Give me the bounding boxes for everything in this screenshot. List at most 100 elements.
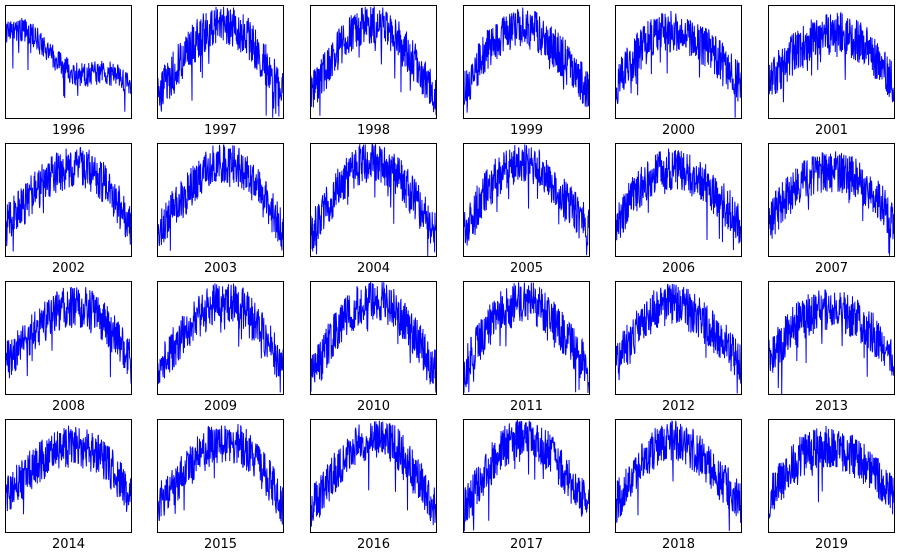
axes-frame [157, 419, 284, 533]
axes-frame [768, 143, 895, 257]
panel-2001: 2001 [768, 5, 895, 142]
series-line-2003 [157, 144, 284, 251]
axes-frame [310, 419, 437, 533]
year-label: 2015 [203, 537, 238, 552]
plot-area-1997 [157, 5, 284, 119]
axes-frame [615, 281, 742, 395]
plot-area-2008 [5, 281, 132, 395]
axes-frame [463, 5, 590, 119]
panel-2002: 2002 [5, 143, 132, 280]
plot-area-2015 [157, 419, 284, 533]
axes-frame [5, 281, 132, 395]
plot-area-2010 [310, 281, 437, 395]
axes-frame [310, 143, 437, 257]
series-line-2012 [615, 283, 742, 394]
year-label: 2016 [356, 537, 391, 552]
axes-frame [157, 5, 284, 119]
axes-frame [768, 419, 895, 533]
plot-area-2009 [157, 281, 284, 395]
panel-2018: 2018 [615, 419, 742, 556]
series-line-2006 [615, 148, 742, 251]
year-label: 1997 [203, 123, 238, 138]
plot-area-2004 [310, 143, 437, 257]
series-line-2018 [615, 420, 742, 531]
year-label: 2001 [814, 123, 849, 138]
panel-2011: 2011 [463, 281, 590, 418]
axes-frame [615, 5, 742, 119]
panel-2014: 2014 [5, 419, 132, 556]
year-label: 1996 [51, 123, 86, 138]
year-label: 2004 [356, 261, 391, 276]
plot-area-1996 [5, 5, 132, 119]
plot-area-2019 [768, 419, 895, 533]
year-label: 1999 [509, 123, 544, 138]
axes-frame [157, 143, 284, 257]
series-line-2008 [5, 286, 132, 384]
plot-area-2000 [615, 5, 742, 119]
axes-frame [768, 281, 895, 395]
series-line-2007 [768, 151, 895, 256]
series-line-2002 [5, 146, 132, 252]
axes-frame [463, 143, 590, 257]
series-line-2010 [310, 281, 437, 393]
axes-frame [5, 143, 132, 257]
series-line-1997 [157, 6, 284, 118]
panel-2012: 2012 [615, 281, 742, 418]
series-line-2011 [463, 282, 590, 393]
panel-2009: 2009 [157, 281, 284, 418]
axes-frame [768, 5, 895, 119]
panel-2016: 2016 [310, 419, 437, 556]
year-label: 2007 [814, 261, 849, 276]
year-label: 2000 [661, 123, 696, 138]
plot-area-1999 [463, 5, 590, 119]
plot-area-2005 [463, 143, 590, 257]
year-label: 2012 [661, 399, 696, 414]
panel-1997: 1997 [157, 5, 284, 142]
plot-area-1998 [310, 5, 437, 119]
series-line-1999 [463, 7, 590, 113]
year-label: 1998 [356, 123, 391, 138]
plot-area-2012 [615, 281, 742, 395]
series-line-2005 [463, 144, 590, 256]
axes-frame [463, 281, 590, 395]
series-line-2014 [5, 425, 132, 515]
year-label: 2013 [814, 399, 849, 414]
panel-2007: 2007 [768, 143, 895, 280]
axes-frame [310, 281, 437, 395]
panel-2017: 2017 [463, 419, 590, 556]
axes-frame [310, 5, 437, 119]
axes-frame [463, 419, 590, 533]
panel-2000: 2000 [615, 5, 742, 142]
panel-1996: 1996 [5, 5, 132, 142]
plot-area-2011 [463, 281, 590, 395]
series-line-2016 [310, 420, 437, 527]
year-label: 2017 [509, 537, 544, 552]
year-label: 2008 [51, 399, 86, 414]
year-label: 2009 [203, 399, 238, 414]
series-line-2017 [463, 420, 590, 532]
plot-area-2018 [615, 419, 742, 533]
year-label: 2019 [814, 537, 849, 552]
year-label: 2003 [203, 261, 238, 276]
axes-frame [157, 281, 284, 395]
plot-area-2001 [768, 5, 895, 119]
plot-area-2002 [5, 143, 132, 257]
year-label: 2011 [509, 399, 544, 414]
year-label: 2006 [661, 261, 696, 276]
panel-2005: 2005 [463, 143, 590, 280]
year-label: 2002 [51, 261, 86, 276]
series-line-1996 [5, 18, 132, 112]
axes-frame [615, 143, 742, 257]
panel-2004: 2004 [310, 143, 437, 280]
panel-2008: 2008 [5, 281, 132, 418]
series-line-2001 [768, 11, 895, 103]
axes-frame [5, 419, 132, 533]
panel-1998: 1998 [310, 5, 437, 142]
year-label: 2018 [661, 537, 696, 552]
year-label: 2010 [356, 399, 391, 414]
plot-area-2013 [768, 281, 895, 395]
plot-area-2003 [157, 143, 284, 257]
series-line-2013 [768, 289, 895, 394]
plot-area-2006 [615, 143, 742, 257]
